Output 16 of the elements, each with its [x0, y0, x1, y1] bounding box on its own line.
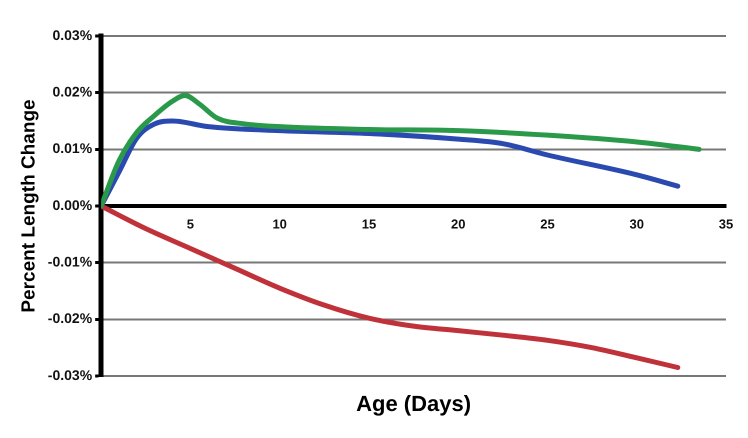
y-tick-label: -0.02%: [48, 310, 93, 326]
y-tick-label: 0.03%: [52, 26, 93, 43]
y-tick-label: -0.03%: [48, 366, 93, 383]
y-tick-label: 0.00%: [52, 196, 93, 213]
x-tick-label: 10: [272, 216, 287, 232]
y-tick-label: 0.01%: [52, 140, 93, 156]
x-tick-label: 5: [186, 216, 194, 232]
x-axis-title: Age (Days): [356, 391, 472, 416]
x-tick-label: 15: [362, 216, 376, 232]
x-tick-label: 20: [450, 216, 466, 232]
x-tick-label: 30: [630, 216, 644, 232]
y-axis-title: Percent Length Change: [18, 99, 40, 313]
y-tick-label: -0.01%: [48, 254, 93, 270]
x-tick-label: 25: [540, 216, 555, 232]
x-tick-label: 35: [718, 216, 734, 232]
y-tick-label: 0.02%: [52, 84, 93, 100]
